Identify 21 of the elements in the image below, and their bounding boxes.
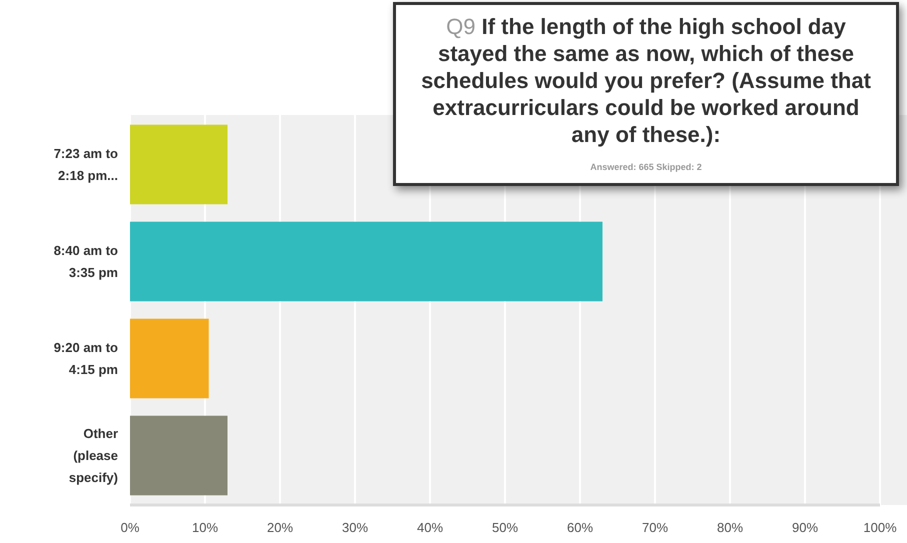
bar <box>130 222 602 302</box>
x-tick-label: 80% <box>716 520 744 536</box>
x-tick-label: 50% <box>492 520 518 536</box>
y-tick-label: 9:20 am to 4:15 pm <box>54 340 118 378</box>
bar <box>130 124 228 204</box>
bar <box>130 416 228 496</box>
x-tick-label: 70% <box>642 520 668 536</box>
x-tick-label: 10% <box>192 520 218 536</box>
y-tick-label: 7:23 am to 2:18 pm... <box>54 146 118 184</box>
x-tick-label: 90% <box>792 520 818 536</box>
y-tick-label: 8:40 am to 3:35 pm <box>54 243 118 280</box>
x-tick-label: 100% <box>863 520 898 536</box>
x-tick-label: 0% <box>120 520 140 536</box>
chart-title: Q9 If the length of the high school day stayed the same as now, which of these schedules would you prefer? (Assume that extracurriculars could be worked around any of these.): <box>421 14 871 147</box>
x-tick-label: 20% <box>266 520 294 536</box>
y-tick-label: Other (please specify) <box>68 426 118 486</box>
bar <box>130 318 209 398</box>
x-tick-label: 60% <box>566 520 594 536</box>
x-tick-label: 40% <box>416 520 444 536</box>
x-tick-label: 30% <box>342 520 368 536</box>
text: Answered: 665 Skipped: 2 <box>589 162 703 172</box>
